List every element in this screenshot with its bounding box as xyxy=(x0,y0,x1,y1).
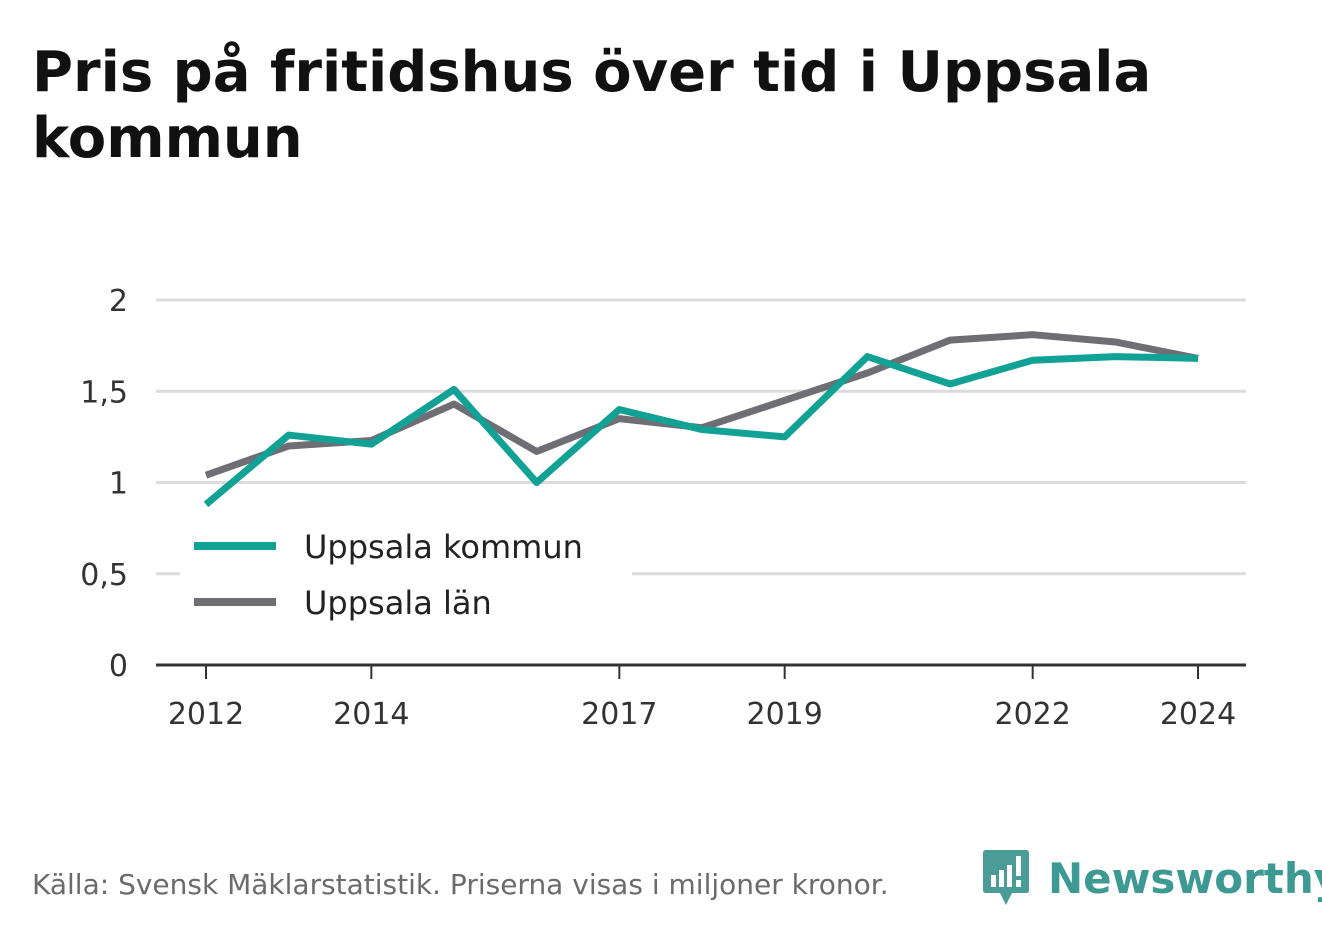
x-tick-label: 2012 xyxy=(168,697,244,732)
legend-background xyxy=(180,515,632,635)
x-axis: 2012 2014 2017 2019 2022 2024 xyxy=(156,663,1246,732)
x-tick-label: 2017 xyxy=(581,697,657,732)
legend-label: Uppsala län xyxy=(304,584,492,622)
source-note: Källa: Svensk Mäklarstatistik. Priserna … xyxy=(32,868,889,901)
y-tick-label: 0,5 xyxy=(80,558,128,593)
chart-title: Pris på fritidshus över tid i Uppsala ko… xyxy=(32,40,1152,171)
legend-label: Uppsala kommun xyxy=(304,528,583,566)
y-tick-label: 1,5 xyxy=(80,375,128,410)
brand-logo: Newsworthy xyxy=(982,848,1322,908)
y-tick-label: 2 xyxy=(109,284,128,319)
legend: Uppsala kommun Uppsala län xyxy=(180,515,632,635)
x-tick-label: 2019 xyxy=(746,697,822,732)
series-line xyxy=(204,331,1199,479)
y-tick-label: 0 xyxy=(109,649,128,684)
x-tick-label: 2014 xyxy=(333,697,409,732)
series-line xyxy=(203,353,1199,508)
x-tick-label: 2022 xyxy=(994,697,1070,732)
newsworthy-logo-icon xyxy=(983,850,1029,905)
y-tick-label: 1 xyxy=(109,467,128,502)
y-axis-ticks: 0 0,5 1 1,5 2 xyxy=(80,284,128,684)
x-tick-label: 2024 xyxy=(1160,697,1236,732)
series-lines xyxy=(203,331,1199,508)
brand-name: Newsworthy xyxy=(1048,853,1322,903)
